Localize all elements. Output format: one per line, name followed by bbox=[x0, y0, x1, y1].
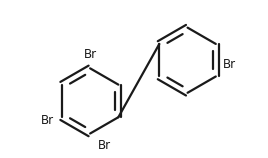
Text: Br: Br bbox=[84, 48, 97, 61]
Text: Br: Br bbox=[98, 139, 111, 152]
Text: Br: Br bbox=[223, 58, 236, 71]
Text: Br: Br bbox=[41, 114, 54, 127]
